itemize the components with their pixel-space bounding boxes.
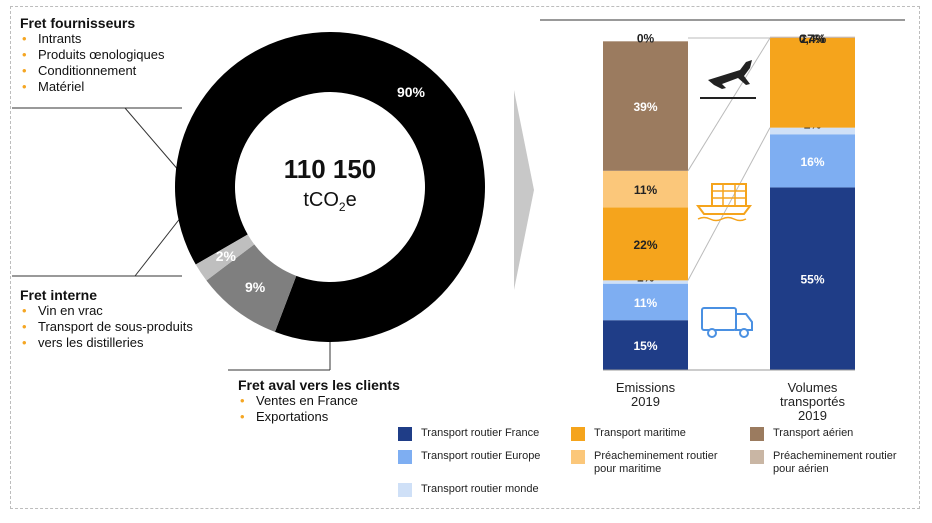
bar-segment [770, 38, 855, 128]
ship-icon [696, 183, 752, 222]
bar-data-label: 15% [633, 339, 657, 353]
bar-data-label: 0% [637, 31, 655, 45]
bar-category-label: transportés [780, 394, 846, 409]
list-item: Conditionnement [20, 63, 164, 79]
legend-label: Préacheminement routier pour aérien [773, 450, 897, 475]
legend-swatch [750, 427, 764, 441]
donut-data-label: 90% [397, 84, 426, 100]
legend-swatch [398, 427, 412, 441]
legend-swatch [398, 483, 412, 497]
arrow-shape [514, 90, 534, 290]
legend-item: Préacheminement routier pour aérien [750, 450, 897, 476]
bar-data-label: 55% [800, 273, 824, 287]
list-item: Vin en vrac [20, 303, 193, 319]
legend-swatch [571, 427, 585, 441]
donut-data-label: 2% [216, 248, 237, 264]
airplane-icon [700, 60, 756, 99]
bar-segment [603, 320, 688, 370]
legend-label: Préacheminement routier pour maritime [594, 450, 718, 475]
legend-item: Transport routier France [398, 427, 539, 441]
list-item: Exportations [238, 409, 400, 425]
bar-segment [603, 207, 688, 281]
legend-swatch [750, 450, 764, 464]
connector-lines [12, 19, 905, 371]
bar-data-label: 11% [634, 296, 658, 310]
donut-data-label: 9% [245, 279, 266, 295]
connector-interne-d [134, 211, 186, 277]
bar-segment [770, 134, 855, 188]
bar-data-label: 11% [634, 183, 658, 197]
legend-label: Transport routier France [421, 427, 540, 439]
bar-category-label: Volumes [788, 380, 838, 395]
legend-label: Transport routier Europe [421, 450, 541, 462]
legend-swatch [398, 450, 412, 464]
bar-segment [603, 41, 688, 171]
legend-item: Transport routier Europe [398, 450, 540, 464]
list-item: vers les distilleries [20, 335, 193, 351]
list-item: Intrants [20, 31, 164, 47]
legend-label: Transport routier monde [421, 483, 539, 495]
bar-data-label: 16% [800, 155, 824, 169]
bar-segment [770, 127, 855, 135]
truck-icon [701, 307, 753, 338]
donut-chart: 90% 9% 2% [175, 31, 486, 343]
donut-slice [175, 31, 486, 343]
list-item: Ventes en France [238, 393, 400, 409]
legend-label: Transport aérien [773, 427, 854, 439]
donut-center-value: 110 150 [284, 154, 377, 184]
bar-category-label: 2019 [798, 408, 827, 423]
bar-segment [603, 283, 688, 321]
bar-segment [770, 36, 855, 38]
bar-segment [770, 187, 855, 370]
figure-frame [10, 6, 920, 509]
bar-segment [603, 170, 688, 208]
list-item: Matériel [20, 79, 164, 95]
bar-category-label: Emissions [616, 380, 676, 395]
bar-data-label: 27% [800, 32, 824, 46]
legend-swatch [571, 450, 585, 464]
bar-category-label: 2019 [631, 394, 660, 409]
block-fret-fournisseurs: Fret fournisseurs Intrants Produits œnol… [20, 15, 164, 95]
legend-label: Transport maritime [594, 427, 686, 439]
legend-item: Transport aérien [750, 427, 853, 441]
bar-connector-line [687, 127, 771, 281]
legend-item: Transport routier monde [398, 483, 539, 497]
bar-segment [603, 280, 688, 284]
legend-item: Préacheminement routier pour maritime [571, 450, 718, 476]
donut-center-unit: tCO2e [303, 189, 356, 214]
connector-fournisseurs-d [124, 107, 181, 173]
donut-slice [206, 244, 297, 332]
donut-slice [195, 234, 255, 281]
list-item: Produits œnologiques [20, 47, 164, 63]
block-fret-aval: Fret aval vers les clients Ventes en Fra… [238, 377, 400, 425]
list-item: Transport de sous-produits [20, 319, 193, 335]
bar-connector-line [687, 37, 771, 172]
block-title: Fret interne [20, 287, 98, 303]
bar-data-label: 0,4% [799, 32, 827, 46]
block-title: Fret aval vers les clients [238, 377, 400, 393]
bar-data-label: 22% [633, 238, 657, 252]
stacked-bar-chart: 15%11%1%22%11%39%0%Emissions201955%16%2%… [603, 31, 855, 423]
bar-data-label: 39% [633, 100, 657, 114]
legend-item: Transport maritime [571, 427, 686, 441]
block-fret-interne: Fret interne Vin en vrac Transport de so… [20, 287, 193, 351]
block-title: Fret fournisseurs [20, 15, 136, 31]
